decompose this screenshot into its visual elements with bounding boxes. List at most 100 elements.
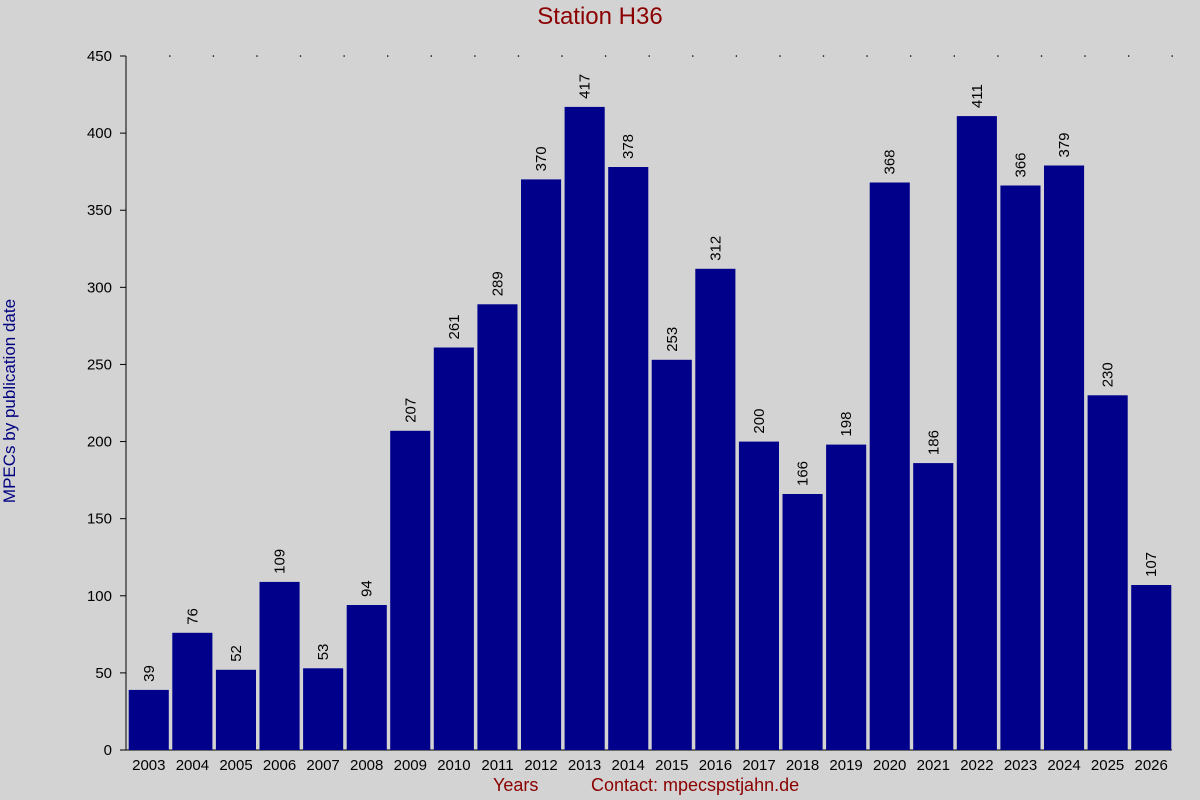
x-tick-label: 2012 (524, 757, 557, 774)
bar-value-label: 76 (184, 608, 201, 625)
bar-value-label: 370 (533, 146, 550, 171)
bar-value-label: 368 (882, 149, 899, 174)
top-dot (212, 55, 215, 57)
x-tick-label: 2018 (786, 757, 819, 774)
bar (521, 179, 562, 750)
bar (695, 268, 736, 750)
bar-value-label: 230 (1100, 362, 1117, 387)
bar (303, 668, 344, 750)
y-tick-label: 50 (95, 665, 112, 682)
bar (259, 581, 300, 750)
top-dot (256, 55, 258, 57)
x-tick-label: 2009 (394, 757, 427, 774)
top-dot (1127, 55, 1130, 57)
bar-value-label: 109 (272, 549, 289, 574)
x-tick-label: 2023 (1004, 757, 1037, 774)
bar-value-label: 207 (402, 398, 419, 423)
bar (1087, 395, 1128, 750)
top-dot (343, 55, 345, 57)
bar-value-label: 53 (315, 644, 332, 661)
top-dot (386, 55, 389, 57)
x-tick-label: 2005 (219, 757, 252, 774)
bar-value-label: 94 (359, 580, 376, 597)
top-dot (779, 55, 781, 57)
x-tick-label: 2020 (873, 757, 906, 774)
x-tick-label: 2026 (1135, 757, 1168, 774)
top-dot (735, 55, 738, 57)
bar (215, 669, 256, 750)
bar (782, 494, 823, 750)
bar-value-label: 107 (1143, 552, 1160, 577)
y-tick-label: 450 (87, 48, 112, 65)
bar (826, 444, 867, 750)
x-tick-label: 2016 (699, 757, 732, 774)
bar-value-label: 411 (969, 84, 986, 108)
top-dot (997, 55, 999, 57)
top-dot (474, 55, 476, 57)
y-tick-label: 150 (87, 511, 112, 528)
bar (128, 689, 169, 750)
bar (477, 304, 518, 750)
top-dot (517, 55, 520, 57)
bar-value-label: 289 (490, 271, 507, 296)
x-tick-label: 2014 (612, 757, 645, 774)
bar (608, 167, 649, 750)
top-dot (909, 55, 912, 57)
bar (1131, 585, 1172, 750)
top-dot (648, 55, 650, 57)
top-dot (1084, 55, 1086, 57)
bar (869, 182, 910, 750)
top-dot (430, 55, 433, 57)
top-dot (822, 55, 825, 57)
bar (651, 359, 692, 750)
x-tick-label: 2022 (960, 757, 993, 774)
x-tick-label: 2007 (306, 757, 339, 774)
bar-value-label: 312 (707, 236, 724, 261)
top-dot (604, 55, 607, 57)
bar (390, 430, 431, 750)
bar (738, 441, 779, 750)
bar (346, 605, 387, 750)
top-dot (561, 55, 563, 57)
bar (956, 116, 997, 751)
bar (172, 632, 213, 750)
x-tick-label: 2010 (437, 757, 470, 774)
bar-value-label: 366 (1013, 152, 1030, 177)
y-tick-label: 350 (87, 202, 112, 219)
bar-value-label: 417 (577, 74, 594, 99)
bar-value-label: 198 (838, 412, 855, 437)
bar-value-label: 379 (1056, 132, 1073, 157)
top-dot (169, 55, 171, 57)
top-dot (692, 55, 694, 57)
x-tick-label: 2024 (1047, 757, 1080, 774)
bar-value-label: 261 (446, 314, 463, 339)
x-tick-label: 2003 (132, 757, 165, 774)
x-tick-label: 2017 (742, 757, 775, 774)
x-tick-label: 2004 (176, 757, 209, 774)
y-tick-label: 100 (87, 588, 112, 605)
chart-title: Station H36 (537, 3, 663, 30)
x-tick-label: 2019 (829, 757, 862, 774)
bar (913, 463, 954, 750)
bar-value-label: 253 (664, 327, 681, 352)
bar (1044, 165, 1085, 750)
top-dot (1040, 55, 1043, 57)
bar (433, 347, 474, 750)
bar (564, 106, 605, 750)
y-tick-label: 400 (87, 125, 112, 142)
x-tick-label: 2015 (655, 757, 688, 774)
bar-value-label: 186 (925, 430, 942, 455)
x-tick-label: 2021 (917, 757, 950, 774)
top-dot (953, 55, 956, 57)
x-tick-label: 2008 (350, 757, 383, 774)
bar-value-label: 166 (795, 461, 812, 486)
x-tick-label: 2011 (481, 757, 513, 774)
bar (1000, 185, 1041, 750)
bar-value-label: 52 (228, 645, 245, 662)
bar-value-label: 39 (141, 665, 158, 682)
bar-value-label: 200 (751, 409, 768, 434)
y-tick-label: 250 (87, 356, 112, 373)
y-tick-label: 200 (87, 434, 112, 451)
bar-value-label: 378 (620, 134, 637, 159)
